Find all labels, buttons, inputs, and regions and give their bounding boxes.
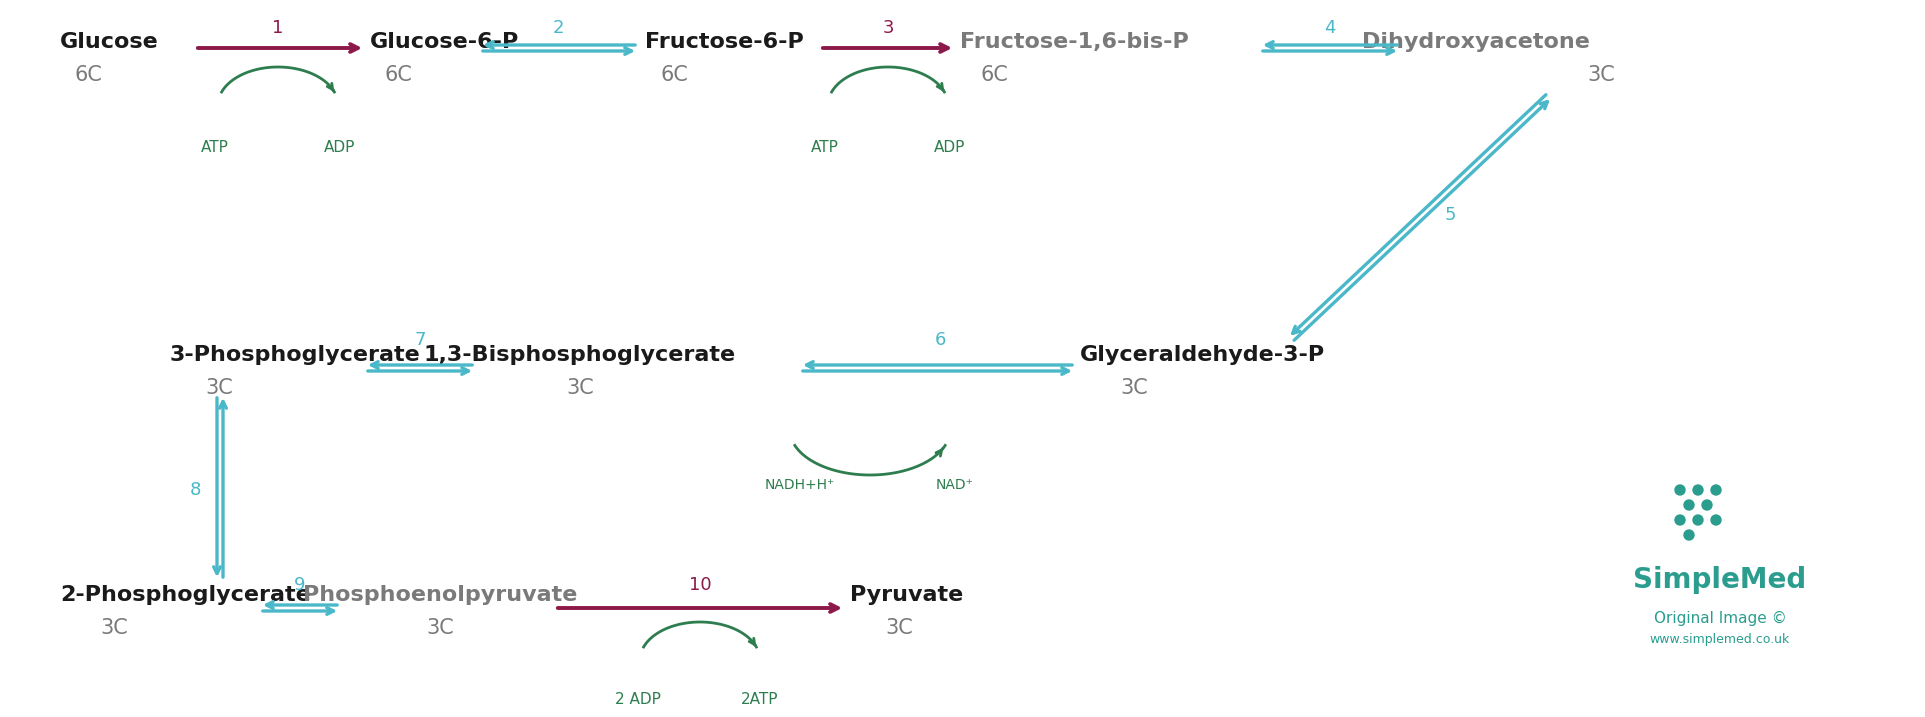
Text: 9: 9 (295, 576, 306, 594)
Text: 2-Phosphoglycerate: 2-Phosphoglycerate (60, 585, 310, 605)
Text: Pyruvate: Pyruvate (851, 585, 962, 605)
Text: 6C: 6C (385, 65, 412, 85)
Text: Glucose-6-P: Glucose-6-P (370, 32, 520, 52)
Text: 6C: 6C (75, 65, 102, 85)
Text: 6: 6 (934, 331, 945, 349)
Text: 10: 10 (689, 576, 712, 594)
Text: 1: 1 (271, 19, 283, 37)
Text: Glucose: Glucose (60, 32, 158, 52)
Text: 3-Phosphoglycerate: 3-Phosphoglycerate (169, 345, 422, 365)
Text: 3: 3 (882, 19, 893, 37)
Text: Original Image ©: Original Image © (1654, 610, 1786, 625)
Circle shape (1692, 485, 1704, 495)
Text: 2 ADP: 2 ADP (616, 693, 660, 708)
Text: Fructose-1,6-bis-P: Fructose-1,6-bis-P (961, 32, 1190, 52)
Text: 3C: 3C (886, 618, 912, 638)
Text: 8: 8 (189, 481, 200, 499)
Text: 1,3-Bisphosphoglycerate: 1,3-Bisphosphoglycerate (424, 345, 735, 365)
Circle shape (1692, 515, 1704, 525)
Circle shape (1684, 500, 1694, 510)
Text: 6C: 6C (660, 65, 687, 85)
Text: Phosphoenolpyruvate: Phosphoenolpyruvate (302, 585, 578, 605)
Text: NAD⁺: NAD⁺ (936, 478, 974, 492)
Text: SimpleMed: SimpleMed (1634, 566, 1808, 594)
Circle shape (1711, 485, 1721, 495)
Text: Fructose-6-P: Fructose-6-P (645, 32, 805, 52)
Text: 3C: 3C (566, 378, 595, 398)
Text: ADP: ADP (934, 141, 966, 156)
Text: Glyceraldehyde-3-P: Glyceraldehyde-3-P (1080, 345, 1324, 365)
Text: 2: 2 (552, 19, 564, 37)
Text: 3C: 3C (1588, 65, 1615, 85)
Circle shape (1711, 515, 1721, 525)
Text: 7: 7 (414, 331, 425, 349)
Text: ATP: ATP (200, 141, 229, 156)
Text: 5: 5 (1444, 206, 1455, 224)
Text: 6C: 6C (980, 65, 1009, 85)
Text: 3C: 3C (425, 618, 454, 638)
Text: Dihydroxyacetone: Dihydroxyacetone (1363, 32, 1590, 52)
Text: 3C: 3C (100, 618, 127, 638)
Circle shape (1675, 485, 1684, 495)
Circle shape (1675, 515, 1684, 525)
Text: ADP: ADP (323, 141, 356, 156)
Text: 3C: 3C (204, 378, 233, 398)
Text: 4: 4 (1324, 19, 1336, 37)
Text: 2ATP: 2ATP (741, 693, 780, 708)
Text: www.simplemed.co.uk: www.simplemed.co.uk (1650, 634, 1790, 647)
Circle shape (1684, 530, 1694, 540)
Text: NADH+H⁺: NADH+H⁺ (764, 478, 835, 492)
Text: 3C: 3C (1120, 378, 1147, 398)
Text: ATP: ATP (810, 141, 839, 156)
Circle shape (1702, 500, 1711, 510)
